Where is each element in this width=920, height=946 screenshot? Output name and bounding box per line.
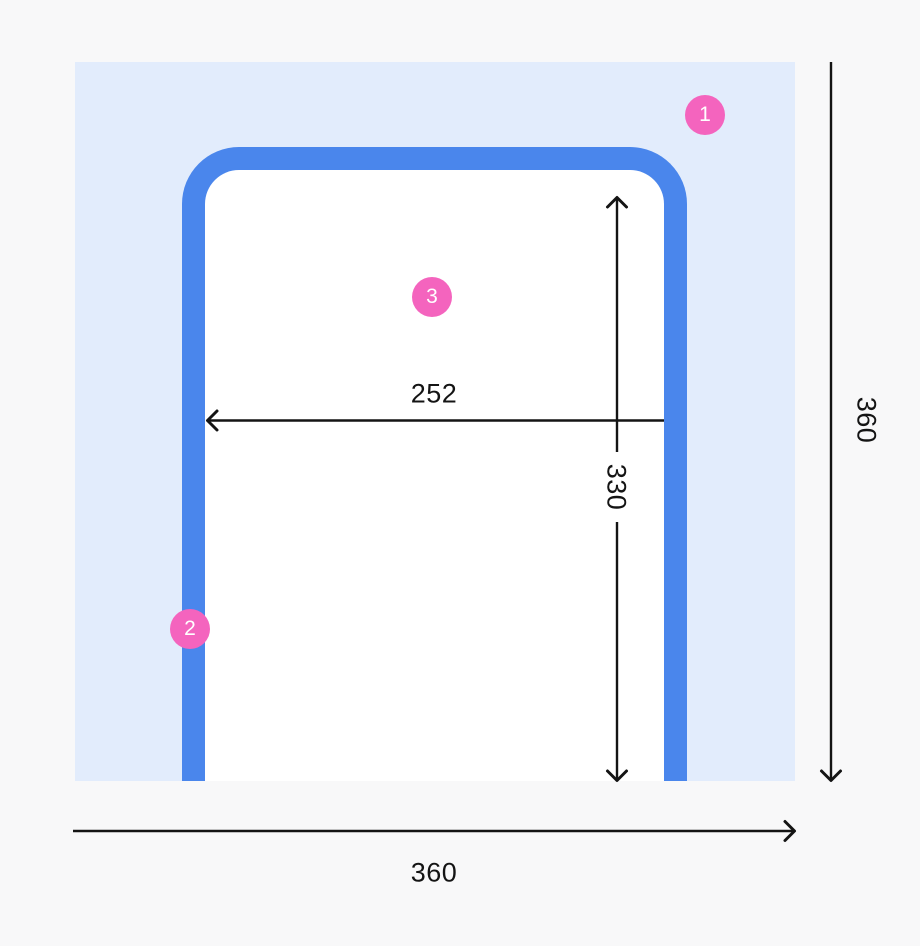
outer-height-label: 360 <box>851 396 882 444</box>
outer-width-label: 360 <box>410 857 458 888</box>
outer-square <box>75 62 795 781</box>
inner-height-label: 330 <box>601 463 632 511</box>
marker-badge-1-label: 1 <box>699 103 711 126</box>
rounded-frame <box>182 147 687 781</box>
marker-badge-2: 2 <box>170 609 210 649</box>
marker-badge-2-label: 2 <box>184 617 196 640</box>
inner-width-label: 252 <box>410 378 458 409</box>
marker-badge-3-label: 3 <box>426 285 438 308</box>
marker-badge-1: 1 <box>685 95 725 135</box>
marker-badge-3: 3 <box>412 277 452 317</box>
outer-height-arrow <box>820 62 842 782</box>
outer-width-arrow <box>73 820 796 842</box>
